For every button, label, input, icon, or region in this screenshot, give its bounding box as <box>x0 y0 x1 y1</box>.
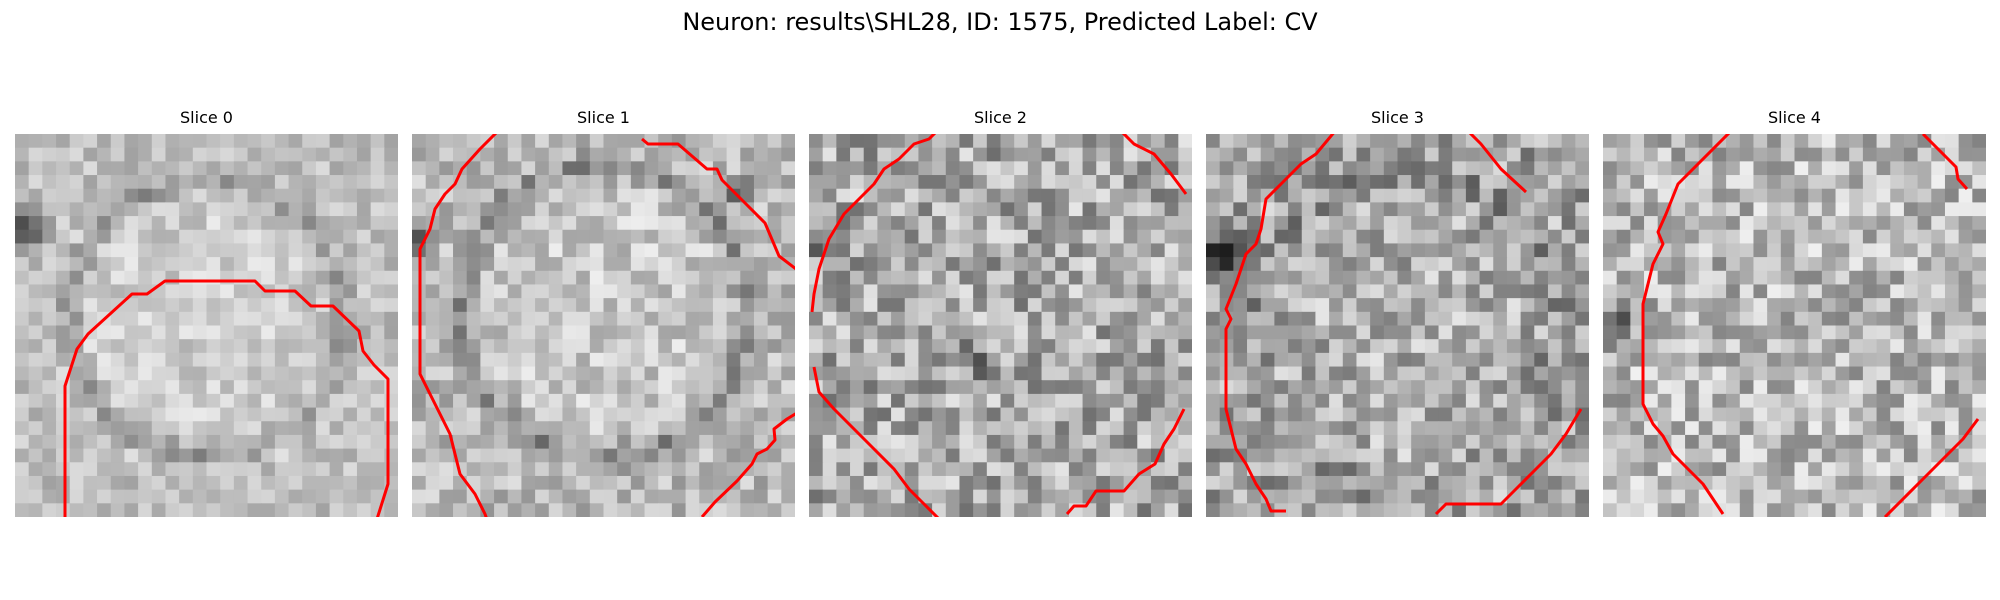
pixel-grid <box>1603 134 1986 517</box>
slice-title: Slice 1 <box>577 108 630 127</box>
segmentation-contour <box>418 134 795 517</box>
grayscale-slice-image <box>412 134 795 517</box>
pixel-grid <box>1206 134 1589 517</box>
slice-panel-3: Slice 3 <box>1206 108 1589 517</box>
figure-title: Neuron: results\SHL28, ID: 1575, Predict… <box>682 8 1318 36</box>
slice-panel-4: Slice 4 <box>1603 108 1986 517</box>
slice-title: Slice 3 <box>1371 108 1424 127</box>
pixel-grid <box>412 134 795 517</box>
grayscale-slice-image <box>15 134 398 517</box>
slice-panel-1: Slice 1 <box>412 108 795 517</box>
segmentation-contour <box>1641 134 1980 517</box>
slice-panel-0: Slice 0 <box>15 108 398 517</box>
slice-title: Slice 4 <box>1768 108 1821 127</box>
grayscale-slice-image <box>1603 134 1986 517</box>
grayscale-slice-image <box>1206 134 1589 517</box>
grayscale-slice-image <box>809 134 1192 517</box>
slice-title: Slice 0 <box>180 108 233 127</box>
pixel-grid <box>809 134 1192 517</box>
segmentation-contour <box>1224 134 1583 516</box>
slice-title: Slice 2 <box>974 108 1027 127</box>
pixel-grid <box>15 134 398 517</box>
segmentation-contour <box>810 134 1188 517</box>
slice-panel-2: Slice 2 <box>809 108 1192 517</box>
segmentation-contour <box>63 279 390 517</box>
